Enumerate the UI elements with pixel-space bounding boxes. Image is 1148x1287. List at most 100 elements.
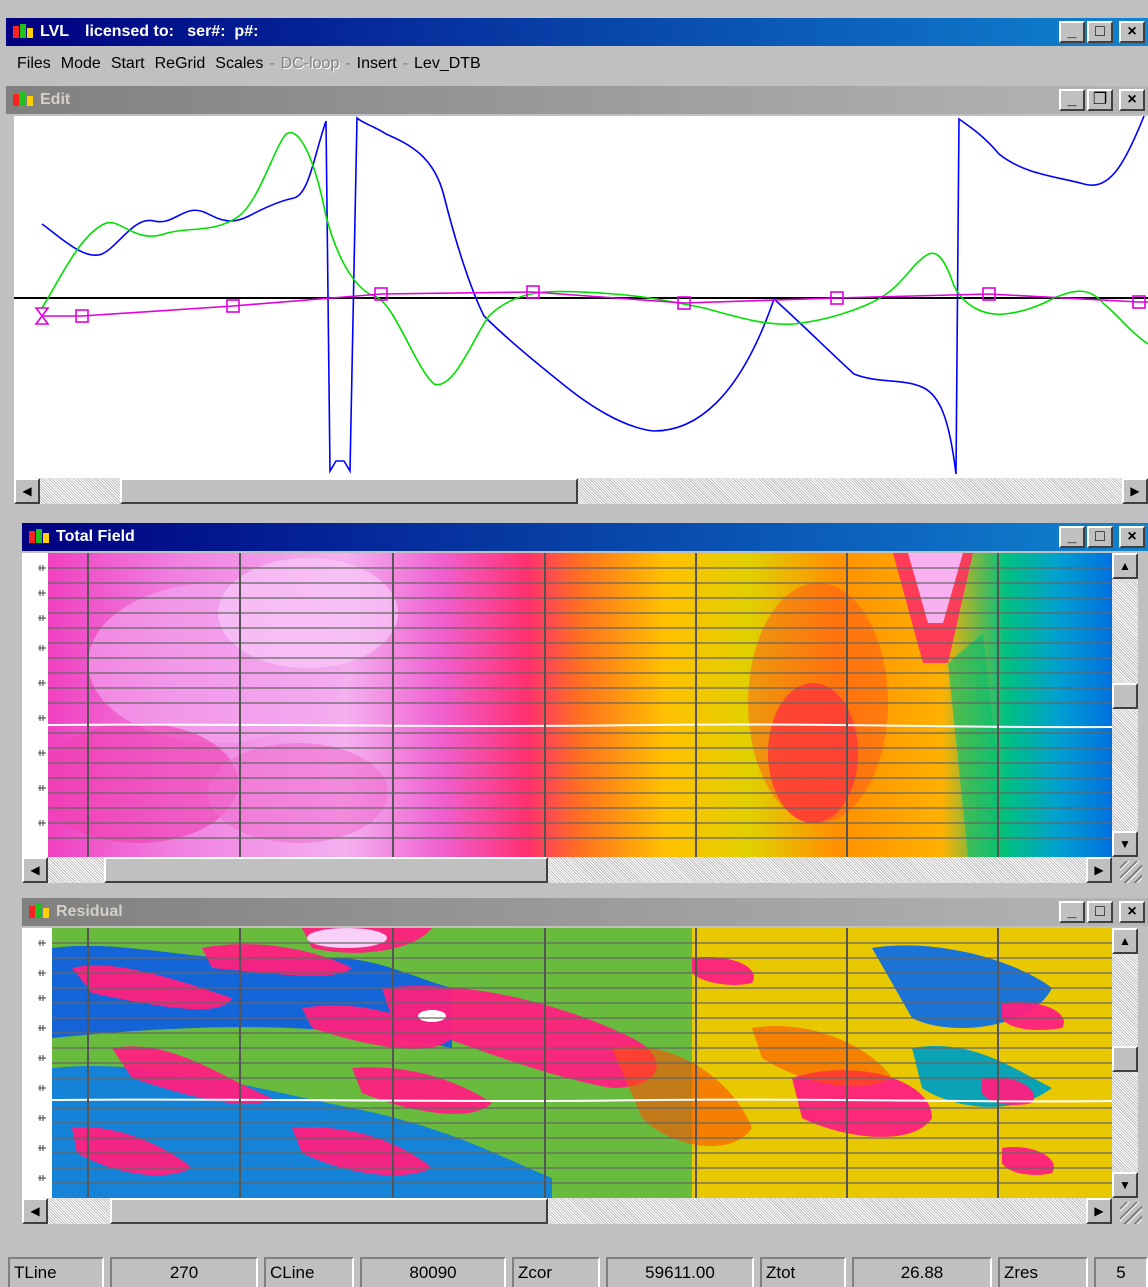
status-zres-value: 5 [1094, 1257, 1148, 1287]
residual-line-markers [22, 928, 52, 1198]
minimize-icon[interactable]: _ [1059, 526, 1085, 548]
edit-hscrollbar[interactable]: ◀ ▶ [14, 478, 1148, 504]
menu-insert[interactable]: Insert [356, 55, 397, 72]
app-icon [29, 904, 49, 918]
menu-dc-loop[interactable]: DC-loop [280, 55, 340, 72]
total-field-title: Total Field [56, 528, 135, 545]
scroll-right-icon[interactable]: ▶ [1086, 857, 1112, 883]
tie-lines [87, 928, 999, 1198]
level-node[interactable] [374, 287, 388, 301]
close-icon[interactable]: × [1119, 901, 1145, 923]
current-line-highlight [52, 1098, 1112, 1103]
total-field-vscroll-thumb[interactable] [1112, 683, 1138, 709]
edit-window-buttons: _ ❐ × [1059, 89, 1145, 111]
level-node[interactable] [982, 287, 996, 301]
minimize-icon[interactable]: _ [1059, 901, 1085, 923]
residual-vscroll-thumb[interactable] [1112, 1046, 1138, 1072]
menu-mode[interactable]: Mode [60, 55, 101, 72]
status-cline-value: 80090 [360, 1257, 506, 1287]
menu-separator: - [269, 55, 275, 72]
status-bar: TLine 270 CLine 80090 Zcor 59611.00 Ztot… [6, 1253, 1148, 1287]
app-titlebar: LVL licensed to: ser#: p#: _ □ × [6, 18, 1148, 46]
line-markers-svg [38, 940, 46, 1181]
residual-vscrollbar[interactable]: ▲ ▼ [1112, 928, 1138, 1198]
edit-window-titlebar[interactable]: Edit _ ❐ × [6, 86, 1148, 114]
menu-bar: Files Mode Start ReGrid Scales - DC-loop… [6, 50, 1148, 78]
residual-window-buttons: _ □ × [1059, 901, 1145, 923]
status-tline-value: 270 [110, 1257, 258, 1287]
magenta-level-line [42, 291, 1148, 317]
status-ztot-value: 26.88 [852, 1257, 992, 1287]
total-field-hscrollbar[interactable]: ◀ ▶ [22, 857, 1112, 883]
blue-profile-line [41, 116, 1145, 475]
total-field-map[interactable] [48, 553, 1112, 857]
status-zcor-label: Zcor [512, 1257, 600, 1287]
maximize-icon[interactable]: □ [1087, 526, 1113, 548]
menu-regrid[interactable]: ReGrid [154, 55, 206, 72]
level-node[interactable] [75, 309, 89, 323]
minimize-icon[interactable]: _ [1059, 89, 1085, 111]
scroll-left-icon[interactable]: ◀ [22, 857, 48, 883]
scroll-left-icon[interactable]: ◀ [22, 1198, 48, 1224]
level-start-marker[interactable] [34, 307, 50, 325]
survey-lines [52, 942, 1112, 1184]
total-field-titlebar[interactable]: Total Field _ □ × [22, 523, 1148, 551]
residual-hscroll-thumb[interactable] [110, 1198, 548, 1224]
residual-title: Residual [56, 903, 123, 920]
license-text: licensed to: ser#: p#: [85, 23, 259, 40]
edit-window-title: Edit [40, 91, 71, 108]
menu-start[interactable]: Start [110, 55, 145, 72]
green-profile-line [41, 131, 1148, 386]
level-node[interactable] [226, 299, 240, 313]
status-zcor-value: 59611.00 [606, 1257, 754, 1287]
maximize-icon[interactable]: □ [1087, 901, 1113, 923]
scroll-down-icon[interactable]: ▼ [1112, 1172, 1138, 1198]
profile-plot-svg [14, 116, 1148, 475]
line-markers-svg [38, 565, 46, 826]
total-field-hscroll-thumb[interactable] [104, 857, 548, 883]
level-node[interactable] [526, 285, 540, 299]
status-cline-label: CLine [264, 1257, 354, 1287]
residual-map-svg [52, 928, 1112, 1198]
residual-hscrollbar[interactable]: ◀ ▶ [22, 1198, 1112, 1224]
close-icon[interactable]: × [1119, 526, 1145, 548]
resize-grip[interactable] [1120, 1202, 1142, 1224]
survey-lines [48, 567, 1112, 839]
restore-icon[interactable]: ❐ [1087, 89, 1113, 111]
scroll-up-icon[interactable]: ▲ [1112, 928, 1138, 954]
scroll-up-icon[interactable]: ▲ [1112, 553, 1138, 579]
edit-hscroll-thumb[interactable] [120, 478, 578, 504]
menu-lev-dtb[interactable]: Lev_DTB [414, 55, 481, 72]
scroll-left-icon[interactable]: ◀ [14, 478, 40, 504]
status-ztot-label: Ztot [760, 1257, 846, 1287]
total-field-vscrollbar[interactable]: ▲ ▼ [1112, 553, 1138, 857]
current-line-highlight [48, 723, 1112, 729]
level-node[interactable] [677, 296, 691, 310]
residual-map[interactable] [52, 928, 1112, 1198]
close-icon[interactable]: × [1119, 21, 1145, 43]
app-icon [29, 529, 49, 543]
level-node[interactable] [1132, 295, 1146, 309]
menu-separator: - [402, 55, 409, 72]
app-icon [13, 92, 33, 106]
minimize-icon[interactable]: _ [1059, 21, 1085, 43]
close-icon[interactable]: × [1119, 89, 1145, 111]
profile-plot[interactable] [14, 116, 1148, 478]
menu-scales[interactable]: Scales [215, 55, 264, 72]
status-tline-label: TLine [8, 1257, 104, 1287]
maximize-icon[interactable]: □ [1087, 21, 1113, 43]
level-node[interactable] [830, 291, 844, 305]
app-window-buttons: _ □ × [1059, 21, 1145, 43]
residual-titlebar[interactable]: Residual _ □ × [22, 898, 1148, 926]
status-zres-label: Zres [998, 1257, 1088, 1287]
menu-files[interactable]: Files [17, 55, 51, 72]
scroll-down-icon[interactable]: ▼ [1112, 831, 1138, 857]
menu-separator: - [345, 55, 351, 72]
scroll-right-icon[interactable]: ▶ [1086, 1198, 1112, 1224]
app-title: LVL [40, 23, 70, 40]
tie-lines [87, 553, 999, 857]
resize-grip[interactable] [1120, 861, 1142, 883]
scroll-right-icon[interactable]: ▶ [1122, 478, 1148, 504]
total-field-window-buttons: _ □ × [1059, 526, 1145, 548]
total-field-map-svg [48, 553, 1112, 857]
